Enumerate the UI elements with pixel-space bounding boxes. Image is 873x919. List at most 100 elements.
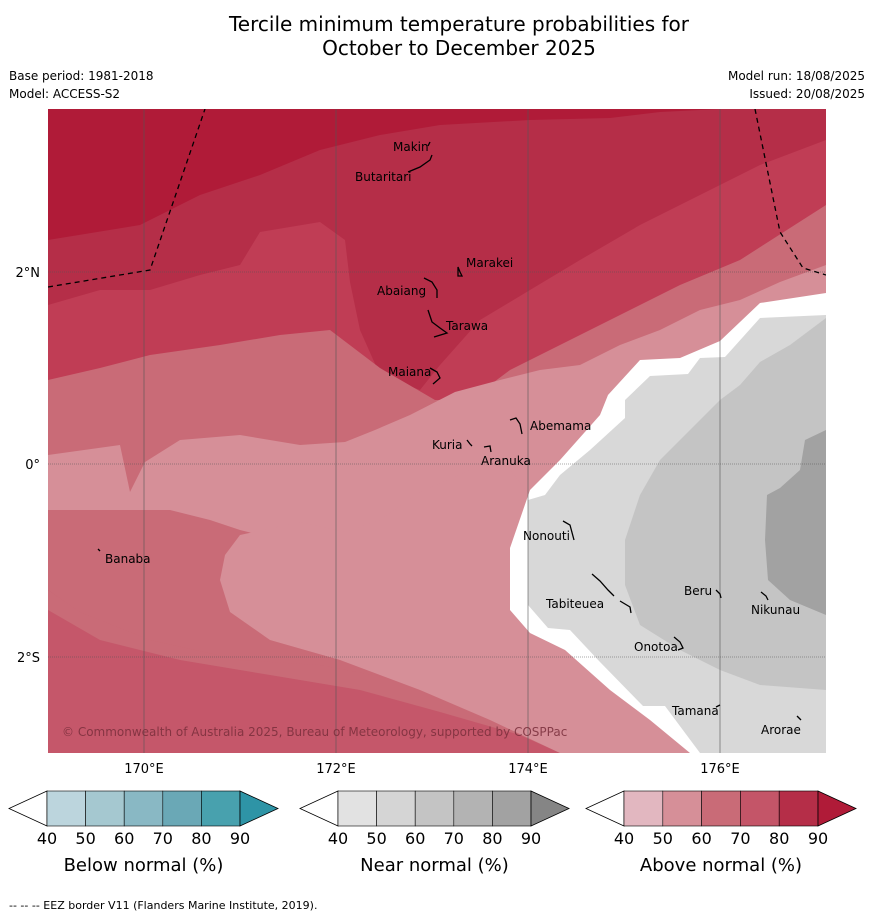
lat-label-2s: 2°S [17, 651, 40, 666]
island-tarawa [427, 309, 449, 338]
label-kuria: Kuria [432, 438, 463, 452]
island-banaba [97, 548, 101, 552]
legend-above-high-extension [817, 790, 857, 827]
legend-near-swatch [337, 790, 377, 827]
island-marakei [457, 266, 464, 277]
legend-below-tick: 80 [191, 829, 211, 848]
label-onotoa: Onotoa [634, 640, 678, 654]
island-aranuka [483, 445, 492, 453]
label-abemama: Abemama [530, 419, 591, 433]
island-nikunau [760, 591, 769, 601]
label-nikunau: Nikunau [751, 603, 800, 617]
band-near-60 [765, 430, 826, 615]
legend-above-swatch [778, 790, 819, 827]
legend-near-tick: 80 [482, 829, 502, 848]
legend-above-swatch [701, 790, 741, 827]
legend-above-swatch [740, 790, 780, 827]
legend-below: 40 50 60 70 80 90 Below normal (%) [8, 790, 279, 876]
legend-near-high-extension [530, 790, 570, 827]
lat-label-0: 0° [25, 458, 40, 473]
legend-near-tick: 70 [444, 829, 464, 848]
eez-borders [48, 109, 826, 288]
map-grid [48, 109, 826, 753]
legend-below-tick: 70 [153, 829, 173, 848]
label-banaba: Banaba [105, 552, 151, 566]
label-aranuka: Aranuka [481, 454, 531, 468]
legend-near-tick: 90 [521, 829, 541, 848]
lat-label-2n: 2°N [16, 266, 41, 281]
legend-below-swatch [201, 790, 241, 827]
label-butaritari: Butaritari [355, 170, 412, 184]
label-tamana: Tamana [671, 704, 719, 718]
island-beru [715, 589, 722, 599]
legend-near-label: Near normal (%) [360, 855, 509, 876]
issued-date: Issued: 20/08/2025 [749, 87, 865, 101]
label-abaiang: Abaiang [377, 284, 426, 298]
title-line-2: October to December 2025 [322, 36, 596, 60]
legend-below-high-extension [239, 790, 279, 827]
legend-near-tick: 50 [366, 829, 386, 848]
info-right: Model run: 18/08/2025 Issued: 20/08/2025 [728, 67, 865, 103]
island-abaiang [423, 277, 438, 298]
legend-below-swatch [123, 790, 164, 827]
label-makin: Makin [393, 140, 429, 154]
label-arorae: Arorae [761, 723, 801, 737]
legend-above-tick: 80 [769, 829, 789, 848]
island-arorae [796, 715, 802, 721]
legend-above: 40 50 60 70 80 90 Above normal (%) [585, 790, 857, 876]
islands [97, 141, 802, 721]
lon-label-176e: 176°E [700, 762, 740, 777]
legend-near-tick: 40 [328, 829, 348, 848]
island-nonouti [562, 520, 575, 541]
legend-near-swatch [492, 790, 532, 827]
lon-label-172e: 172°E [316, 762, 356, 777]
island-abemama [509, 417, 523, 435]
legend-near-tick: 60 [405, 829, 425, 848]
legend-near-swatch [376, 790, 416, 827]
legend-above-tick: 60 [691, 829, 711, 848]
legend-below-swatch [46, 790, 86, 827]
island-tabiteuea [591, 573, 632, 614]
legend-below-tick: 50 [75, 829, 95, 848]
band-near-50 [625, 318, 826, 690]
band-above-40-core [220, 470, 695, 753]
info-left: Base period: 1981-2018 Model: ACCESS-S2 [9, 67, 154, 103]
island-makin [427, 141, 431, 147]
lon-label-174e: 174°E [508, 762, 548, 777]
island-maiana [429, 367, 441, 385]
legend-above-low-extension [585, 790, 625, 827]
island-onotoa [673, 636, 684, 651]
island-butaritari [407, 154, 433, 173]
place-labels: Makin Butaritari Marakei Abaiang Tarawa … [105, 140, 801, 737]
probability-field [48, 109, 826, 753]
eez-border-west [48, 109, 206, 288]
legend-below-low-extension [8, 790, 48, 827]
legend-below-swatch [162, 790, 202, 827]
island-tamana [715, 704, 721, 708]
band-above-70-south [48, 610, 560, 753]
legend-above-label: Above normal (%) [640, 855, 802, 876]
label-tabiteuea: Tabiteuea [545, 597, 604, 611]
lon-label-170e: 170°E [124, 762, 164, 777]
legend-below-tick: 90 [230, 829, 250, 848]
legend-above-swatch [623, 790, 664, 827]
title-line-1: Tercile minimum temperature probabilitie… [228, 12, 690, 36]
axis-labels: 2°N 0° 2°S 170°E 172°E 174°E 176°E [16, 266, 740, 777]
label-nonouti: Nonouti [523, 529, 570, 543]
legend-above-swatch [662, 790, 702, 827]
eez-footnote: -- -- -- EEZ border V11 (Flanders Marine… [9, 899, 318, 912]
legend-above-tick: 50 [653, 829, 673, 848]
eez-border-east [754, 109, 826, 276]
legend-below-tick: 40 [37, 829, 57, 848]
legend-above-tick: 90 [808, 829, 828, 848]
label-marakei: Marakei [466, 256, 513, 270]
legends: 40 50 60 70 80 90 Below normal (%) 40 50 60 70 80 90… [8, 790, 857, 876]
legend-above-tick: 40 [614, 829, 634, 848]
copyright-notice: © Commonwealth of Australia 2025, Bureau… [62, 725, 567, 739]
model-name: Model: ACCESS-S2 [9, 87, 121, 101]
label-maiana: Maiana [388, 365, 431, 379]
base-period: Base period: 1981-2018 [9, 69, 154, 83]
island-kuria [466, 439, 473, 447]
model-run-date: Model run: 18/08/2025 [727, 69, 865, 83]
